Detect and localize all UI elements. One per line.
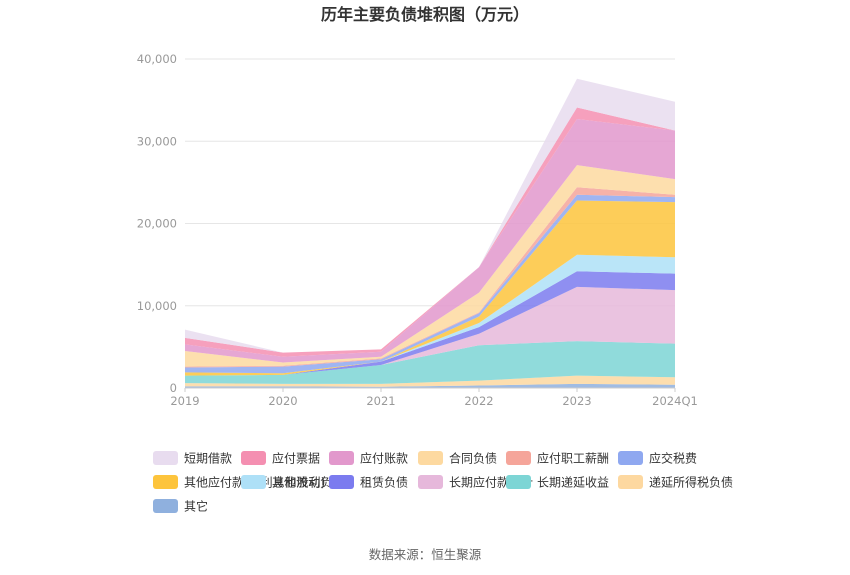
legend-swatch [618, 475, 643, 489]
legend-label: 应付职工薪酬 [537, 451, 609, 466]
legend-label: 应付票据 [272, 451, 320, 466]
x-tick-label: 2021 [366, 394, 395, 408]
legend-item[interactable]: 长期递延收益 [506, 475, 609, 490]
legend-item[interactable]: 其他流动负债 [241, 475, 344, 490]
legend-item[interactable]: 租赁负债 [329, 475, 408, 490]
legend-swatch [329, 451, 354, 465]
area-其它 [185, 383, 675, 388]
legend-swatch [618, 451, 643, 465]
legend-item[interactable]: 应交税费 [618, 451, 697, 466]
x-tick-label: 2023 [562, 394, 591, 408]
legend-swatch [153, 451, 178, 465]
legend-label: 长期递延收益 [537, 476, 609, 490]
legend-label: 短期借款 [184, 452, 232, 466]
legend-swatch [506, 451, 531, 465]
area-长期递延收益 [185, 341, 675, 384]
area-租赁负债 [185, 271, 675, 376]
area-合同负债 [185, 165, 675, 367]
legend-item[interactable]: 其它 [153, 499, 208, 514]
area-短期借款 [185, 78, 675, 353]
y-tick-label: 0 [170, 381, 177, 395]
legend-swatch [418, 451, 443, 465]
x-tick-label: 2024Q1 [652, 394, 698, 408]
x-tick-label: 2020 [268, 394, 297, 408]
legend-item[interactable]: 应付职工薪酬 [506, 451, 609, 466]
legend-label: 合同负债 [449, 451, 497, 466]
legend-swatch [241, 475, 266, 489]
legend-label: 其它 [184, 499, 208, 514]
y-tick-label: 30,000 [137, 134, 177, 148]
legend-swatch [506, 475, 531, 489]
legend-label: 其他流动负债 [272, 476, 344, 490]
legend-item[interactable]: 合同负债 [418, 451, 497, 466]
chart-title: 历年主要负债堆积图（万元） [321, 5, 529, 24]
y-tick-label: 20,000 [137, 217, 177, 231]
y-tick-label: 10,000 [137, 299, 177, 313]
legend-label: 应付账款 [360, 451, 408, 466]
legend-swatch [418, 475, 443, 489]
area-应交税费 [185, 194, 675, 374]
legend-item[interactable]: 短期借款 [153, 451, 232, 466]
legend: 短期借款应付票据应付账款合同负债应付职工薪酬应交税费其他应付款(含利息和股利)其… [153, 451, 733, 514]
legend-swatch [329, 475, 354, 489]
legend-swatch [153, 475, 178, 489]
legend-item[interactable]: 递延所得税负债 [618, 475, 733, 490]
legend-item[interactable]: 应付账款 [329, 451, 408, 466]
x-tick-label: 2022 [464, 394, 493, 408]
legend-swatch [241, 451, 266, 465]
data-source: 数据来源：恒生聚源 [369, 547, 482, 562]
legend-label: 应交税费 [649, 451, 697, 466]
area-递延所得税负债 [185, 375, 675, 387]
area-其他流动负债 [185, 254, 675, 376]
legend-swatch [153, 499, 178, 513]
legend-label: 租赁负债 [360, 476, 408, 490]
legend-label: 递延所得税负债 [649, 475, 733, 490]
y-tick-label: 40,000 [137, 52, 177, 66]
x-tick-label: 2019 [170, 394, 199, 408]
legend-item[interactable]: 应付票据 [241, 451, 320, 466]
area-series [185, 78, 675, 388]
area-其他应付款(含利息和股利) [185, 200, 675, 376]
area-应付账款 [185, 119, 675, 363]
axes: 0 10,000 20,000 30,000 40,000 2019 2020 2021 202… [137, 52, 698, 408]
area-长期应付款合计 [185, 286, 675, 376]
